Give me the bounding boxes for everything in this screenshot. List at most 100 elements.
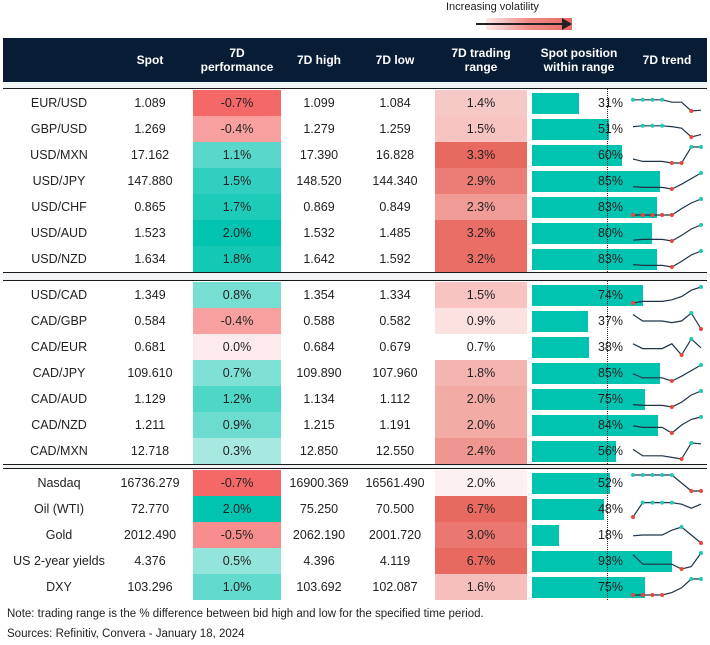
trend-low-point [669,161,674,165]
performance-value: 1.0% [193,574,281,600]
spot-value: 1.269 [134,122,166,136]
section-divider [3,468,707,469]
low-value: 1.259 [379,122,411,136]
low-value: 16.828 [375,148,415,162]
low-value: 0.679 [379,340,411,354]
high-value: 16900.369 [289,476,349,490]
trading-range-value: 2.9% [435,168,527,194]
trend-sparkline [632,249,703,269]
trend-high-point [699,363,703,367]
low-value: 70.500 [375,502,415,516]
spot-value: 1.089 [134,96,166,110]
spot-value: 1.349 [134,288,166,302]
trend-line [632,286,702,304]
spot-value: 4.376 [134,554,166,568]
section-band [3,273,707,280]
position-bar [532,389,645,410]
trend-low-point [631,515,635,519]
spot-value: 0.865 [134,200,166,214]
instrument-name: CAD/GBP [30,314,88,328]
trend-high-point [679,525,684,529]
table-row: USD/AUD 1.523 2.0% 1.532 1.485 3.2% 80% [3,220,707,246]
trend-low-point [640,213,645,217]
trend-high-point [699,197,703,201]
trend-high-point [699,285,703,289]
trend-low-point [699,489,703,493]
trend-low-point [669,239,674,243]
position-percent: 74% [597,288,623,302]
high-value: 0.684 [303,340,335,354]
instrument-name: USD/CAD [30,288,88,302]
arrow-line [476,23,566,25]
trend-line [632,250,702,268]
trend-low-point [631,593,635,597]
high-value: 1.532 [303,226,335,240]
position-bar [532,551,672,572]
spot-value: 1.211 [134,418,166,432]
trend-low-point [679,567,684,571]
spot-value: 147.880 [127,174,173,188]
low-value: 1.112 [379,392,411,406]
instrument-name: USD/NZD [31,252,87,266]
trend-low-point [669,265,674,269]
trend-high-point [699,171,703,175]
instrument-name: USD/AUD [30,226,88,240]
table-row: USD/NZD 1.634 1.8% 1.642 1.592 3.2% 83% [3,246,707,272]
arrow-right-icon [562,18,572,30]
instrument-name: EUR/USD [30,96,88,110]
trend-high-point [699,577,703,581]
instrument-name: US 2-year yields [13,554,105,568]
high-value: 148.520 [296,174,342,188]
trend-sparkline [632,551,703,571]
position-percent: 83% [597,252,623,266]
position-bar [532,525,559,546]
trend-low-point [689,489,694,493]
high-value: 4.396 [303,554,335,568]
position-percent: 31% [597,96,623,110]
instrument-name: CAD/MXN [30,444,88,458]
trend-high-point [669,473,674,477]
trend-high-point [640,473,645,477]
header-spot: Spot [136,53,164,67]
instrument-name: DXY [46,580,72,594]
section-divider [3,88,707,89]
trend-low-point [669,431,674,435]
trend-sparkline [632,389,703,409]
trend-low-point [669,379,674,383]
trend-low-point [660,213,665,217]
high-value: 109.890 [296,366,342,380]
performance-value: 2.0% [193,496,281,522]
trend-low-point [660,593,665,597]
performance-value: -0.5% [193,522,281,548]
position-percent: 75% [597,392,623,406]
trend-line [633,578,701,596]
trend-high-point [650,97,655,102]
instrument-name: CAD/JPY [32,366,86,380]
trading-range-value: 6.7% [435,496,527,522]
table-row: DXY 103.296 1.0% 103.692 102.087 1.6% 75% [3,574,707,600]
trend-sparkline [632,311,703,331]
instrument-name: CAD/EUR [30,340,88,354]
trading-range-value: 1.4% [435,90,527,116]
header-trading-range: 7D trading range [451,46,511,74]
high-value: 1.134 [303,392,335,406]
trend-high-point [640,123,645,128]
trend-sparkline [632,123,702,139]
instrument-name: USD/MXN [30,148,88,162]
trend-sparkline [631,473,703,493]
position-bar [532,337,589,358]
volatility-legend: Increasing volatility [438,0,572,36]
position-bar [532,577,645,598]
low-value: 1.334 [379,288,411,302]
trend-high-point [699,145,703,149]
trading-range-value: 0.9% [435,308,527,334]
position-percent: 18% [597,528,623,542]
position-percent: 84% [597,418,623,432]
section-divider [3,280,707,281]
trend-low-point [640,593,645,597]
high-value: 12.850 [299,444,339,458]
trend-line [632,416,702,434]
trend-low-point [650,213,655,217]
position-percent: 85% [597,174,623,188]
trend-high-point [689,311,694,315]
